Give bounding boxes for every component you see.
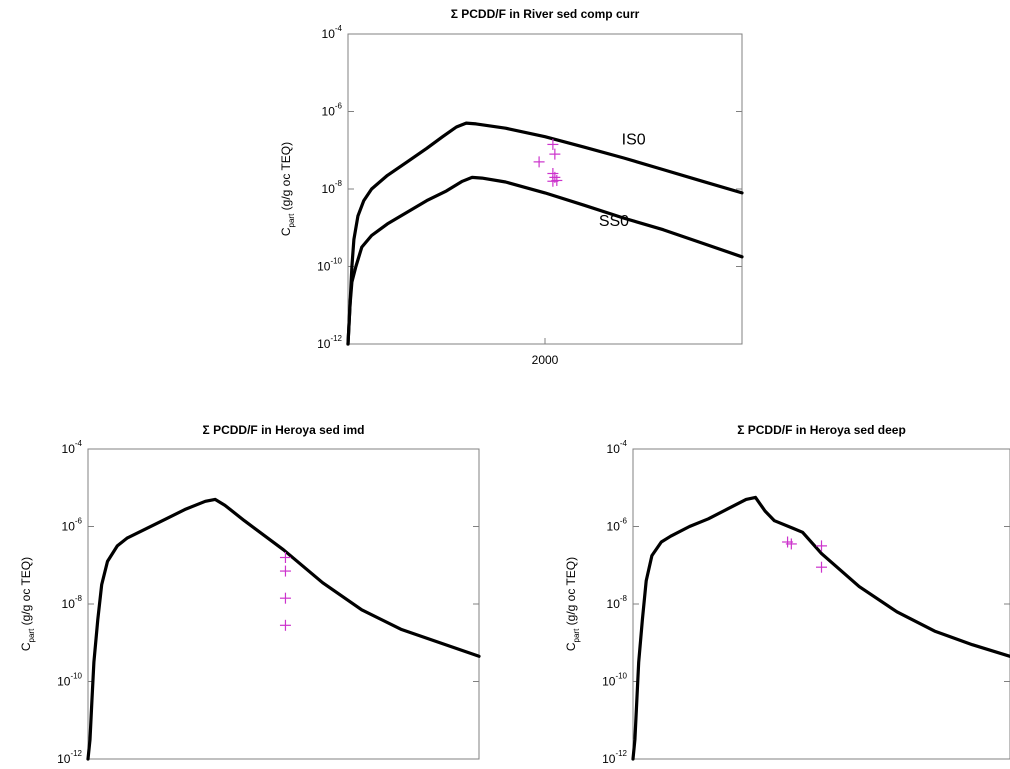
- chart-panel-2: Σ PCDD/F in Heroya sed imd 10-4 10-6 10-8 10…: [19, 423, 481, 766]
- y-tick-label: 10-10: [57, 672, 82, 689]
- observation-point: [533, 156, 545, 168]
- observation-point: [816, 561, 827, 573]
- y-tick-label: 10-4: [322, 24, 343, 41]
- observation-point: [279, 552, 291, 563]
- y-tick-label: 10-10: [602, 672, 627, 689]
- observation-point: [551, 174, 563, 186]
- y-axis-label: Cpart (g/g oc TEQ): [279, 142, 296, 236]
- observation-point: [279, 565, 291, 577]
- chart-title: Σ PCDD/F in River sed comp curr: [451, 7, 640, 21]
- plot-area: [87, 448, 480, 760]
- y-tick-label: 10-6: [607, 517, 628, 534]
- y-tick-label: 10-8: [62, 594, 83, 611]
- observation-point: [547, 138, 559, 150]
- y-axis-label: Cpart (g/g oc TEQ): [564, 557, 581, 651]
- series-line-1: [86, 497, 481, 761]
- observation-point: [549, 148, 561, 160]
- chart-title: Σ PCDD/F in Heroya sed imd: [203, 423, 365, 437]
- observation-point: [785, 538, 797, 550]
- chart-panel-3: Σ PCDD/F in Heroya sed deep 10-4 10-6 10-8 1…: [564, 423, 1010, 766]
- y-tick-label: 10-6: [322, 102, 343, 119]
- y-tick-label: 10-12: [317, 334, 342, 351]
- chart-panel-1: Σ PCDD/F in River sed comp curr 10-4 10-6 1…: [279, 7, 744, 367]
- series-line-ss0: [346, 175, 744, 346]
- y-tick-label: 10-6: [62, 517, 83, 534]
- y-tick-label: 10-12: [57, 749, 82, 766]
- observation-point: [279, 619, 291, 631]
- observation-point: [816, 540, 827, 552]
- series-label-ss0: SS0: [599, 213, 629, 230]
- x-tick-label: 2000: [532, 353, 559, 367]
- y-tick-label: 10-4: [607, 439, 628, 456]
- series-label-is0: IS0: [622, 131, 646, 148]
- y-axis-label: Cpart (g/g oc TEQ): [19, 557, 36, 651]
- y-tick-label: 10-8: [322, 179, 343, 196]
- chart-title: Σ PCDD/F in Heroya sed deep: [737, 423, 906, 437]
- observation-point: [279, 592, 291, 604]
- series-line-1: [631, 495, 1010, 761]
- y-tick-label: 10-10: [317, 257, 342, 274]
- series-line-is0: [346, 121, 744, 346]
- y-tick-label: 10-12: [602, 749, 627, 766]
- plot-area: [347, 33, 743, 345]
- y-tick-label: 10-4: [62, 439, 83, 456]
- y-tick-label: 10-8: [607, 594, 628, 611]
- plot-area: [632, 448, 1010, 760]
